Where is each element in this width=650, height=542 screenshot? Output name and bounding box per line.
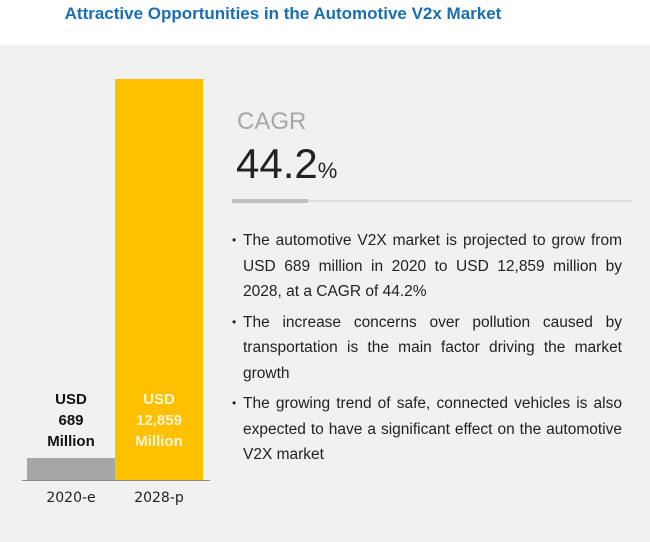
data-label-2020-unit: Million — [47, 433, 95, 450]
key-point: The growing trend of safe, connected veh… — [232, 391, 622, 468]
cagr-value: 44.2% — [236, 140, 337, 188]
data-label-2028-unit: Million — [135, 433, 183, 450]
bar-2020-e — [27, 458, 115, 480]
data-label-2028-value: 12,859 — [136, 412, 182, 429]
data-label-2028-currency: USD — [143, 391, 175, 408]
key-point: The increase concerns over pollution cau… — [232, 310, 622, 387]
x-tick-label-2028: 2028-p — [134, 490, 184, 506]
page-title: Attractive Opportunities in the Automoti… — [0, 4, 650, 24]
data-label-2028: USD 12,859 Million — [115, 389, 203, 452]
x-tick-label-2020: 2020-e — [46, 490, 96, 506]
key-point: The automotive V2X market is projected t… — [232, 228, 622, 305]
data-label-2020: USD 689 Million — [27, 389, 115, 452]
bar-2028-p — [115, 79, 203, 480]
data-label-2020-currency: USD — [55, 391, 87, 408]
cagr-number: 44.2 — [236, 140, 318, 187]
data-label-2020-value: 689 — [58, 412, 84, 429]
cagr-label: CAGR — [237, 108, 307, 135]
cagr-percent-sign: % — [317, 158, 338, 183]
key-points-list: The automotive V2X market is projected t… — [232, 228, 622, 473]
page-title-text: Attractive Opportunities in the Automoti… — [64, 4, 502, 23]
cagr-underline-accent — [232, 199, 308, 203]
